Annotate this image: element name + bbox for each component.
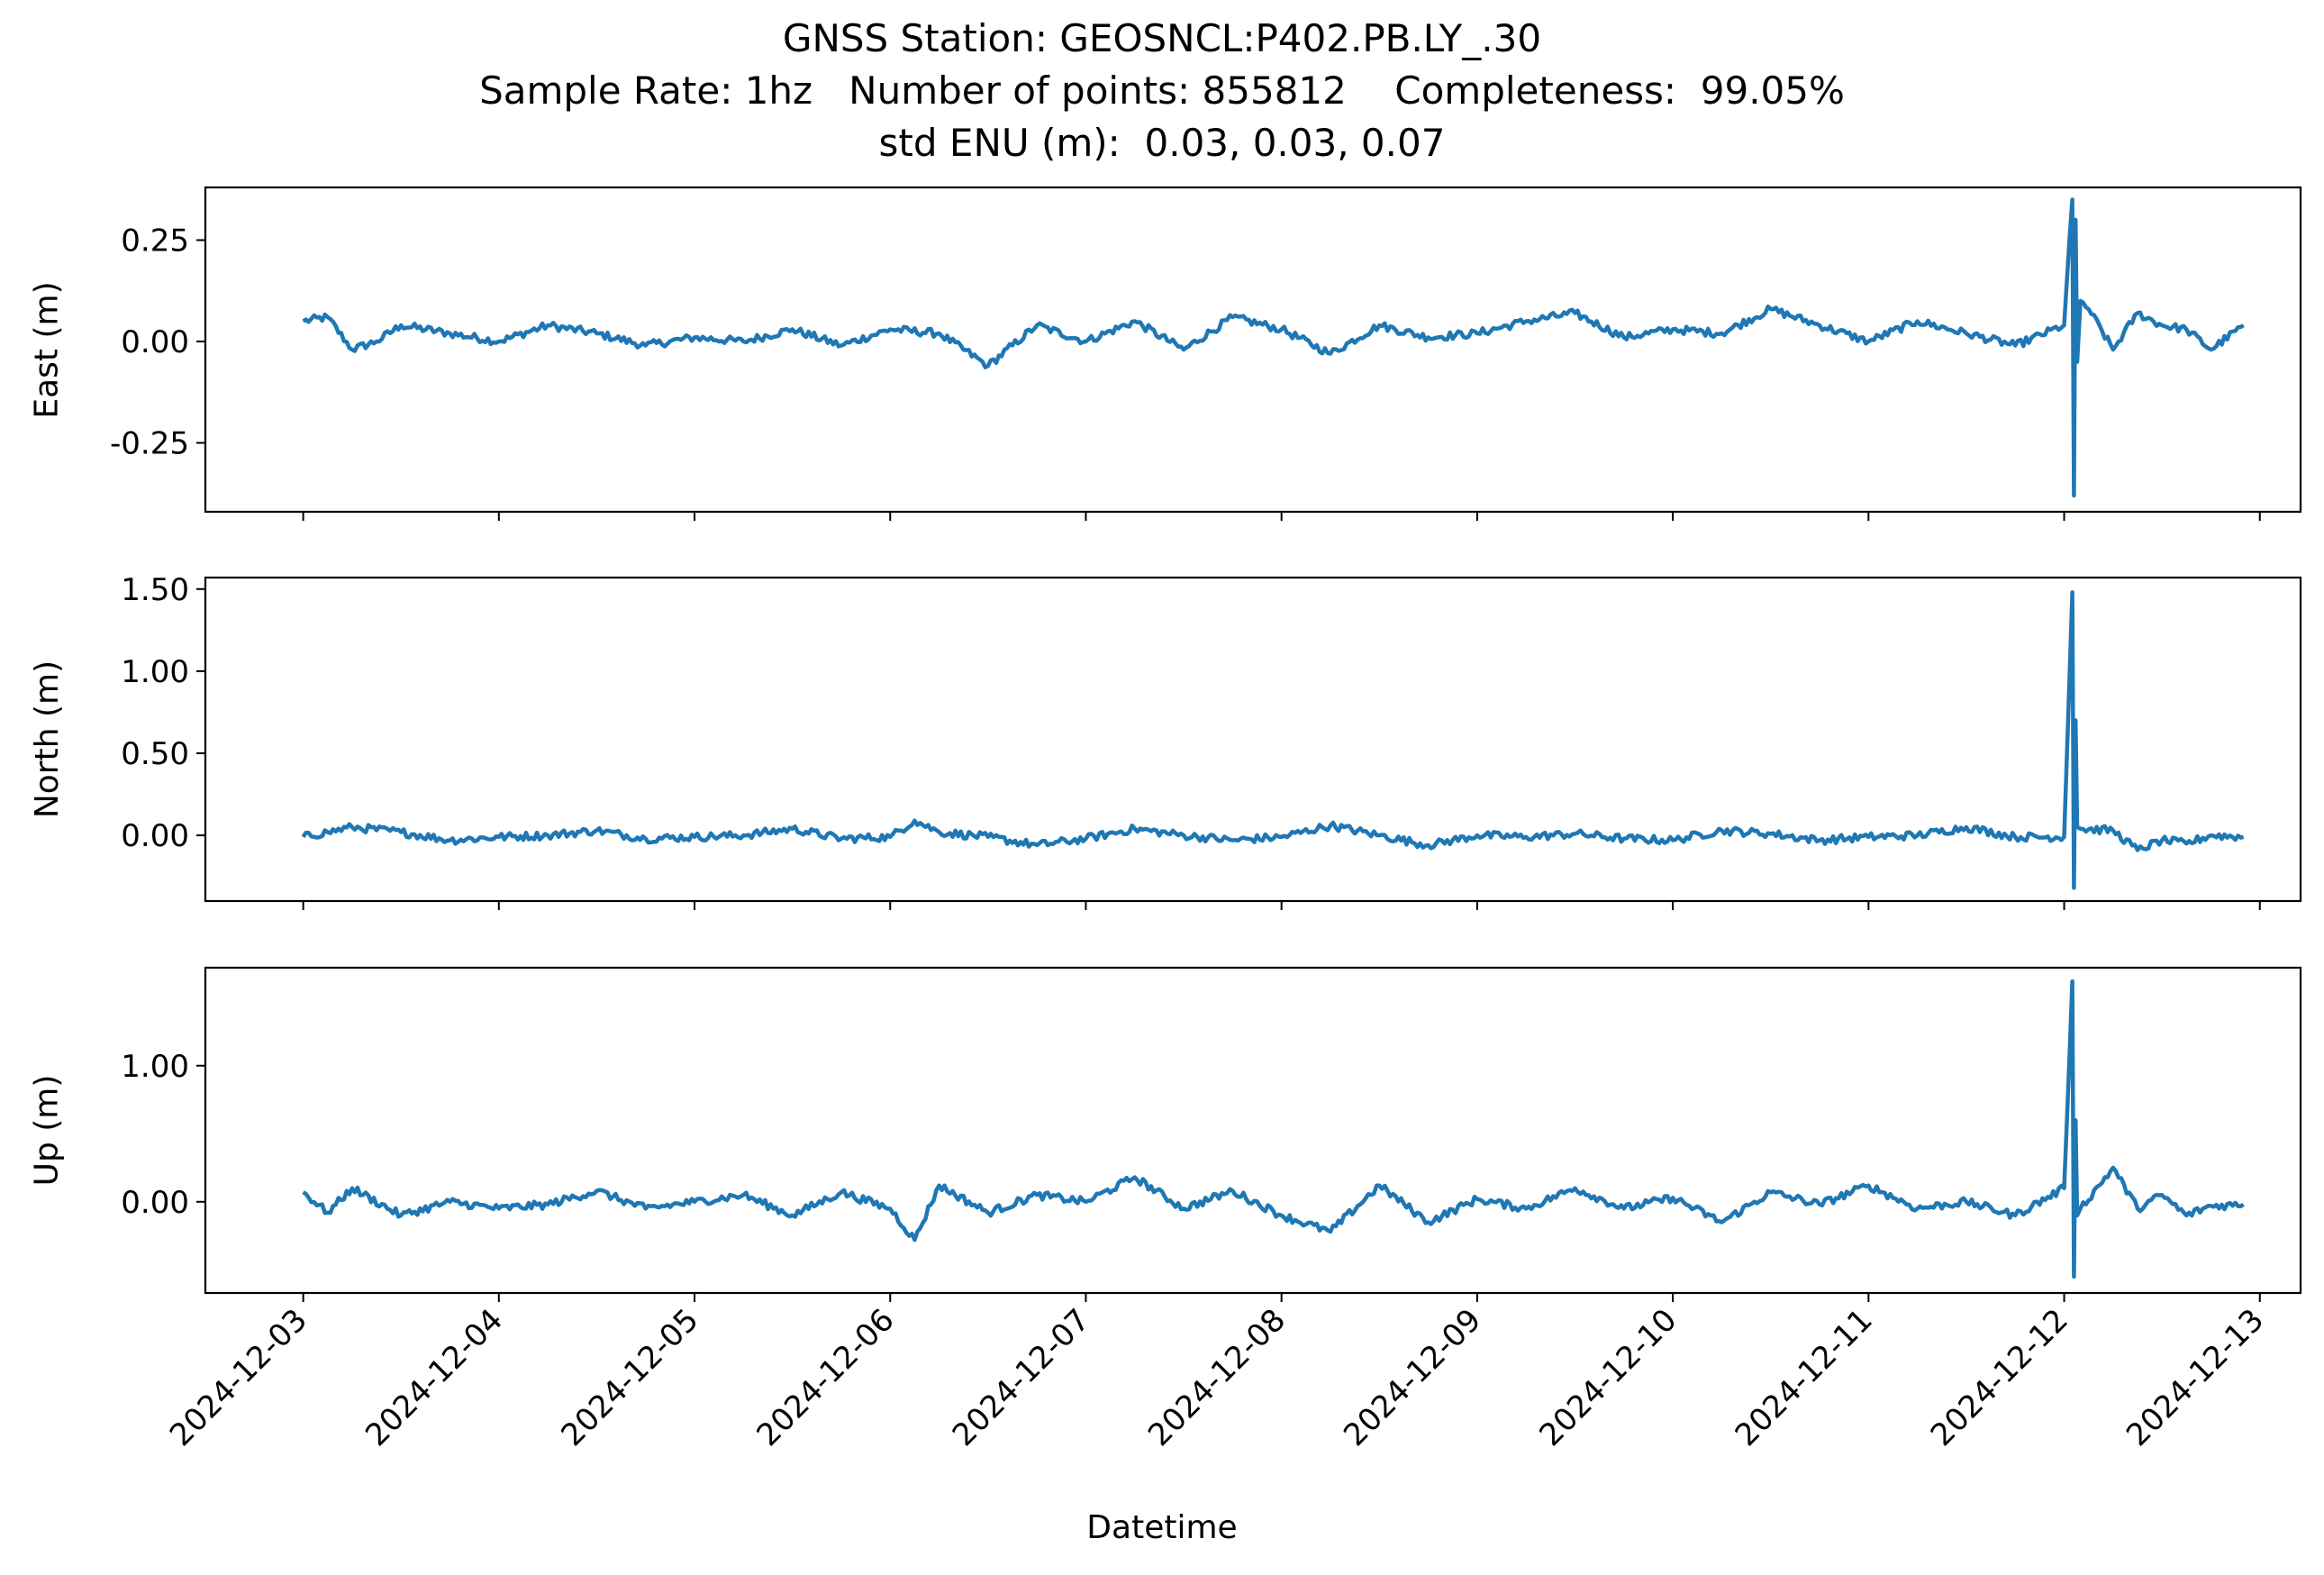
y-tick-label-up: 1.00 — [121, 1049, 189, 1085]
y-axis-label-east: East (m) — [28, 280, 66, 419]
y-axis-label-north: North (m) — [28, 660, 66, 819]
x-tick-label: 2024-12-06 — [750, 1302, 902, 1453]
y-tick-label-north: 1.00 — [121, 654, 189, 690]
y-tick-label-up: 0.00 — [121, 1185, 189, 1221]
y-tick-label-north: 0.00 — [121, 818, 189, 854]
y-tick-label-east: -0.25 — [110, 426, 189, 462]
x-tick-label: 2024-12-03 — [163, 1302, 314, 1453]
x-tick-label: 2024-12-08 — [1141, 1302, 1293, 1453]
series-line-east — [302, 197, 2245, 498]
y-tick-label-east: 0.25 — [121, 223, 189, 259]
x-tick-label: 2024-12-04 — [359, 1302, 510, 1453]
x-tick-label: 2024-12-09 — [1337, 1302, 1488, 1453]
x-tick-label: 2024-12-11 — [1729, 1302, 1880, 1453]
x-tick-label: 2024-12-07 — [946, 1302, 1097, 1453]
chart-std-line: std ENU (m): 0.03, 0.03, 0.07 — [878, 121, 1446, 165]
x-axis-label: Datetime — [1086, 1509, 1238, 1546]
x-tick-label: 2024-12-12 — [1924, 1302, 2075, 1453]
x-tick-label: 2024-12-10 — [1532, 1302, 1684, 1453]
series-line-north — [301, 590, 2245, 890]
series-line-up — [302, 979, 2245, 1279]
chart-subtitle: Sample Rate: 1hz Number of points: 85581… — [479, 68, 1845, 113]
axes-frame-east — [204, 186, 2302, 514]
chart-title: GNSS Station: GEOSNCL:P402.PB.LY_.30 — [782, 16, 1542, 60]
axes-frame-up — [204, 966, 2302, 1295]
axes-frame-north — [204, 576, 2302, 903]
x-tick-label: 2024-12-13 — [2120, 1302, 2271, 1453]
x-tick-label: 2024-12-05 — [554, 1302, 705, 1453]
y-tick-label-east: 0.00 — [121, 324, 189, 360]
y-tick-label-north: 1.50 — [121, 572, 189, 608]
y-axis-label-up: Up (m) — [28, 1074, 66, 1187]
y-tick-label-north: 0.50 — [121, 736, 189, 772]
